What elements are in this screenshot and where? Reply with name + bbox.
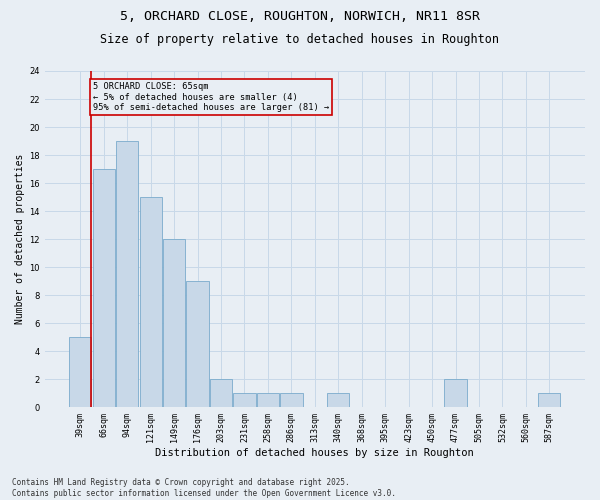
- Bar: [280, 393, 302, 407]
- X-axis label: Distribution of detached houses by size in Roughton: Distribution of detached houses by size …: [155, 448, 474, 458]
- Bar: [233, 393, 256, 407]
- Bar: [327, 393, 349, 407]
- Bar: [538, 393, 560, 407]
- Bar: [163, 239, 185, 407]
- Bar: [116, 141, 139, 407]
- Text: Size of property relative to detached houses in Roughton: Size of property relative to detached ho…: [101, 32, 499, 46]
- Text: Contains HM Land Registry data © Crown copyright and database right 2025.
Contai: Contains HM Land Registry data © Crown c…: [12, 478, 396, 498]
- Bar: [257, 393, 279, 407]
- Y-axis label: Number of detached properties: Number of detached properties: [15, 154, 25, 324]
- Text: 5, ORCHARD CLOSE, ROUGHTON, NORWICH, NR11 8SR: 5, ORCHARD CLOSE, ROUGHTON, NORWICH, NR1…: [120, 10, 480, 23]
- Text: 5 ORCHARD CLOSE: 65sqm
← 5% of detached houses are smaller (4)
95% of semi-detac: 5 ORCHARD CLOSE: 65sqm ← 5% of detached …: [92, 82, 329, 112]
- Bar: [92, 169, 115, 407]
- Bar: [187, 281, 209, 407]
- Bar: [140, 197, 162, 407]
- Bar: [69, 337, 91, 407]
- Bar: [210, 379, 232, 407]
- Bar: [445, 379, 467, 407]
